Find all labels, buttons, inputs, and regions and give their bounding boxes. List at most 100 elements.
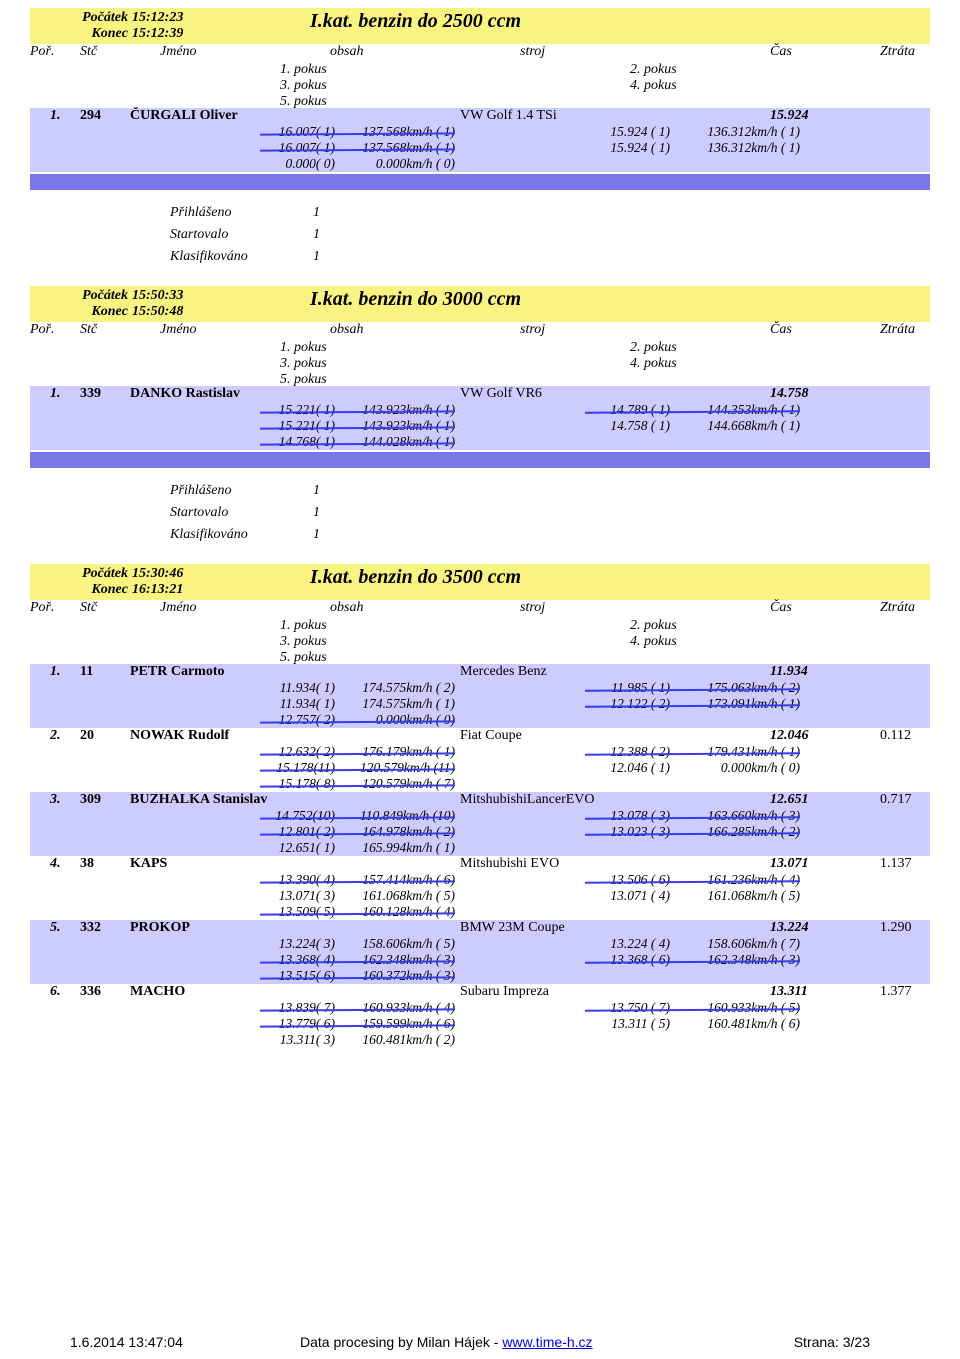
attempt-row: 15.178( 8)120.579km/h ( 7) — [260, 776, 920, 792]
col-stroj: stroj — [520, 44, 545, 60]
start-time: 15:30:46 — [128, 566, 183, 581]
cell-stc: 11 — [80, 664, 93, 680]
stat-startovalo-val: 1 — [290, 502, 320, 524]
result-row: 1. 294 ČURGALI Oliver VW Golf 1.4 TSi 15… — [30, 108, 930, 172]
cell-cas: 15.924 — [770, 108, 809, 124]
col-jmeno: Jméno — [160, 600, 197, 616]
section: Počátek15:30:46 Konec16:13:21 I.kat. ben… — [30, 564, 930, 1048]
cell-cas: 13.224 — [770, 920, 809, 936]
divider-bar — [30, 452, 930, 468]
col-por: Poř. — [30, 600, 55, 616]
section: Počátek15:50:33 Konec15:50:48 I.kat. ben… — [30, 286, 930, 546]
col-ztrata: Ztráta — [880, 600, 915, 616]
cell-por: 1. — [50, 664, 61, 680]
col-ztrata: Ztráta — [880, 322, 915, 338]
attempt-row: 12.801( 2)164.978km/h ( 2)13.023 ( 3)166… — [260, 824, 920, 840]
cell-por: 4. — [50, 856, 61, 872]
cell-por: 5. — [50, 920, 61, 936]
attempt-row: 14.768( 1)144.028km/h ( 1) — [260, 434, 920, 450]
col-pokus2: 2. pokus — [630, 618, 677, 634]
result-row: 4. 38 KAPS Mitshubishi EVO 13.071 1.137 … — [30, 856, 930, 920]
cell-stroj: VW Golf VR6 — [460, 386, 542, 402]
cell-ztrata: 0.112 — [880, 728, 911, 744]
col-pokus3: 3. pokus — [280, 356, 327, 372]
attempt-row: 13.509( 5)160.128km/h ( 4) — [260, 904, 920, 920]
cell-cas: 13.311 — [770, 984, 808, 1000]
stat-startovalo-val: 1 — [290, 224, 320, 246]
cell-stroj: Subaru Impreza — [460, 984, 549, 1000]
cell-stroj: MitshubishiLancerEVO — [460, 792, 595, 808]
end-time: 15:50:48 — [128, 304, 183, 319]
cell-name: NOWAK Rudolf — [130, 728, 229, 744]
stats-block: Přihlášeno1 Startovalo1 Klasifikováno1 — [170, 202, 930, 268]
col-pokus2: 2. pokus — [630, 340, 677, 356]
cell-cas: 11.934 — [770, 664, 808, 680]
end-time: 15:12:39 — [128, 26, 183, 41]
cell-ztrata: 0.717 — [880, 792, 912, 808]
attempts-block: 14.752(10)110.849km/h (10)13.078 ( 3)163… — [260, 808, 920, 856]
result-row: 3. 309 BUZHALKA Stanislav MitshubishiLan… — [30, 792, 930, 856]
start-time: 15:12:23 — [128, 10, 183, 25]
column-header-row: Poř. Stč Jméno obsah stroj Čas Ztráta 1.… — [30, 44, 930, 108]
col-jmeno: Jméno — [160, 322, 197, 338]
cell-stroj: Mitshubishi EVO — [460, 856, 559, 872]
col-por: Poř. — [30, 322, 55, 338]
col-ztrata: Ztráta — [880, 44, 915, 60]
col-obsah: obsah — [330, 322, 363, 338]
stat-prihlaseno-label: Přihlášeno — [170, 480, 290, 502]
section-header: Počátek15:12:23 Konec15:12:39 I.kat. ben… — [30, 8, 930, 44]
col-stroj: stroj — [520, 600, 545, 616]
cell-stroj: Mercedes Benz — [460, 664, 547, 680]
attempt-row: 13.515( 6)160.372km/h ( 3) — [260, 968, 920, 984]
attempt-row: 13.779( 6)159.599km/h ( 6)13.311 ( 5)160… — [260, 1016, 920, 1032]
cell-ztrata: 1.137 — [880, 856, 912, 872]
stat-startovalo-label: Startovalo — [170, 502, 290, 524]
page-footer: 1.6.2014 13:47:04 Data procesing by Mila… — [30, 1328, 930, 1340]
stat-klasifikovano-val: 1 — [290, 524, 320, 546]
attempts-block: 16.007( 1)137.568km/h ( 1)15.924 ( 1)136… — [260, 124, 920, 172]
page-root: Počátek15:12:23 Konec15:12:39 I.kat. ben… — [30, 8, 930, 1340]
attempts-block: 13.224( 3)158.606km/h ( 5)13.224 ( 4)158… — [260, 936, 920, 984]
col-pokus1: 1. pokus — [280, 62, 327, 78]
attempt-row: 12.757( 2)0.000km/h ( 0) — [260, 712, 920, 728]
category-title: I.kat. benzin do 3500 ccm — [310, 566, 521, 589]
attempts-block: 13.839( 7)160.933km/h ( 4)13.750 ( 7)160… — [260, 1000, 920, 1048]
attempt-row: 11.934( 1)174.575km/h ( 1)12.122 ( 2)173… — [260, 696, 920, 712]
cell-por: 1. — [50, 108, 61, 124]
footer-date: 1.6.2014 13:47:04 — [70, 1334, 183, 1350]
cell-stc: 38 — [80, 856, 94, 872]
attempt-row: 14.752(10)110.849km/h (10)13.078 ( 3)163… — [260, 808, 920, 824]
cell-stc: 309 — [80, 792, 101, 808]
cell-por: 3. — [50, 792, 61, 808]
cell-stc: 339 — [80, 386, 101, 402]
footer-link[interactable]: www.time-h.cz — [502, 1334, 592, 1350]
attempts-block: 11.934( 1)174.575km/h ( 2)11.985 ( 1)175… — [260, 680, 920, 728]
stat-prihlaseno-label: Přihlášeno — [170, 202, 290, 224]
cell-stc: 294 — [80, 108, 101, 124]
result-row: 1. 339 DANKO Rastislav VW Golf VR6 14.75… — [30, 386, 930, 450]
col-stroj: stroj — [520, 322, 545, 338]
start-time: 15:50:33 — [128, 288, 183, 303]
col-obsah: obsah — [330, 44, 363, 60]
column-header-row: Poř. Stč Jméno obsah stroj Čas Ztráta 1.… — [30, 600, 930, 664]
cell-por: 2. — [50, 728, 61, 744]
cell-name: BUZHALKA Stanislav — [130, 792, 267, 808]
cell-cas: 14.758 — [770, 386, 809, 402]
section-header: Počátek15:50:33 Konec15:50:48 I.kat. ben… — [30, 286, 930, 322]
attempt-row: 13.839( 7)160.933km/h ( 4)13.750 ( 7)160… — [260, 1000, 920, 1016]
col-pokus4: 4. pokus — [630, 78, 677, 94]
cell-stc: 332 — [80, 920, 101, 936]
end-label: Konec — [58, 582, 128, 598]
col-obsah: obsah — [330, 600, 363, 616]
category-title: I.kat. benzin do 3000 ccm — [310, 288, 521, 311]
cell-ztrata: 1.377 — [880, 984, 912, 1000]
col-cas: Čas — [770, 600, 792, 616]
cell-ztrata: 1.290 — [880, 920, 912, 936]
attempt-row: 0.000( 0)0.000km/h ( 0) — [260, 156, 920, 172]
category-title: I.kat. benzin do 2500 ccm — [310, 10, 521, 33]
footer-credit: Data procesing by Milan Hájek - www.time… — [300, 1334, 593, 1350]
col-stc: Stč — [80, 44, 97, 60]
col-stc: Stč — [80, 322, 97, 338]
attempt-row: 15.178(11)120.579km/h (11)12.046 ( 1)0.0… — [260, 760, 920, 776]
attempt-row: 12.632( 2)176.179km/h ( 1)12.388 ( 2)179… — [260, 744, 920, 760]
